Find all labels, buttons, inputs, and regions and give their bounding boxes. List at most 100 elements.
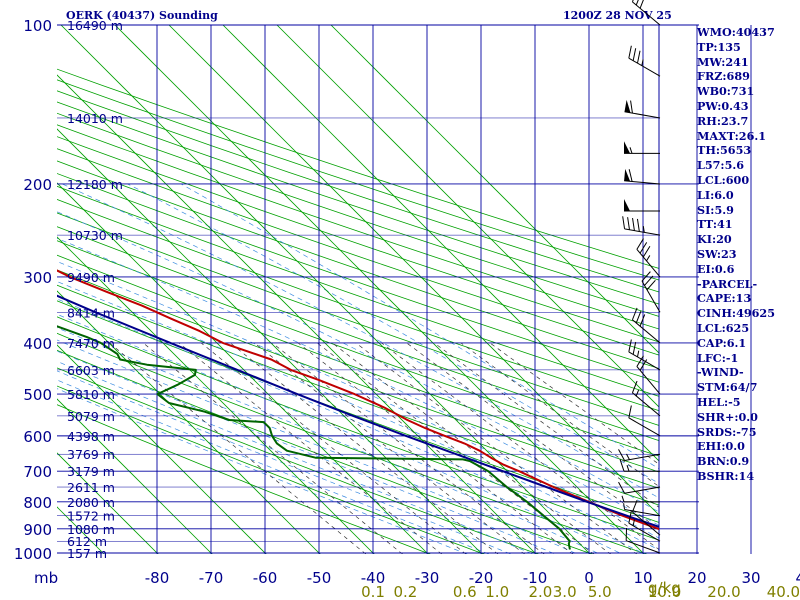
sounding-index: BSHR:14: [697, 468, 755, 483]
wind-barb: [618, 449, 661, 461]
isotherm: [276, 25, 659, 408]
dry-adiabat: [57, 284, 659, 506]
mixing-ratio-line: [381, 342, 659, 550]
moist-adiabat: [57, 327, 601, 554]
sounding-index: CAPE:13: [697, 291, 752, 306]
mixing-ratio-line: [200, 342, 467, 554]
temperature-tick-label: -70: [199, 569, 224, 587]
dry-adiabat: [57, 300, 659, 523]
dry-adiabat: [57, 385, 485, 554]
mixing-ratio-label: 10.0: [648, 583, 681, 600]
wind-barb: [618, 481, 661, 494]
temperature-profile-line: [57, 269, 659, 531]
mixing-ratio-label: 3.0: [553, 583, 577, 600]
pressure-tick-label: 900: [23, 521, 52, 539]
sounding-index: RH:23.7: [697, 113, 749, 128]
mixing-ratio-line: [297, 342, 574, 554]
dry-adiabat: [57, 160, 659, 369]
dry-adiabat: [57, 148, 659, 356]
sounding-index: MW:241: [697, 54, 749, 69]
wind-barb: [624, 168, 661, 185]
sounding-index: CAP:6.1: [697, 335, 747, 350]
pressure-tick-label: 600: [23, 428, 52, 446]
wind-barb: [622, 216, 661, 236]
mixing-ratio-label: 20.0: [707, 583, 740, 600]
wind-barbs: [618, 0, 661, 554]
isotherm: [57, 344, 267, 554]
temperature-tick-label: 30: [741, 569, 760, 587]
isotherm: [60, 25, 591, 554]
mixing-ratio-line: [254, 342, 525, 554]
mixing-ratio-label: 1.0: [485, 583, 509, 600]
height-label: 1572 m: [67, 509, 115, 524]
temperature-tick-label: -80: [145, 569, 170, 587]
temperature-tick-labels: -80 -70 -60 -50 -40 -30 -20 -10 0 10 20 30 40: [145, 569, 800, 587]
temperature-tick-label: 20: [687, 569, 706, 587]
mixing-ratio-label: 2.0: [528, 583, 552, 600]
wind-barb: [631, 0, 661, 26]
height-label: 8414 m: [67, 305, 115, 320]
isotherm: [57, 452, 159, 554]
moist-adiabat: [57, 211, 659, 513]
dry-adiabat: [57, 254, 659, 473]
dry-adiabat: [57, 404, 431, 554]
height-label: 6603 m: [67, 363, 115, 378]
isotherm: [57, 236, 375, 554]
vertical-gridlines: [156, 25, 752, 554]
moist-adiabat: [180, 183, 659, 470]
height-label: 2611 m: [67, 480, 115, 495]
sounding-index: CINH:49625: [697, 306, 775, 321]
sounding-index: SI:5.9: [697, 202, 734, 217]
sounding-index: SW:23: [697, 246, 737, 261]
sounding-index: EHI:0.0: [697, 439, 745, 454]
dry-adiabat: [57, 136, 659, 343]
mixing-ratio-line: [109, 342, 367, 554]
dry-adiabat: [57, 173, 659, 383]
sounding-index: HEL:-5: [697, 394, 741, 409]
mixing-ratio-label: 0.2: [393, 583, 417, 600]
dry-adiabat: [57, 332, 648, 554]
height-label: 10730 m: [67, 228, 123, 243]
pressure-tick-label: 300: [23, 269, 52, 287]
temperature-tick-label: 0: [584, 569, 594, 587]
sounding-index: L57:5.6: [697, 158, 745, 173]
sounding-index: PW:0.43: [697, 98, 749, 113]
dry-adiabat: [57, 316, 659, 541]
dry-adiabat: [57, 112, 659, 317]
sounding-index: MAXT:26.1: [697, 128, 767, 143]
sounding-index: WMO:40437: [697, 25, 775, 39]
sounding-index: -WIND-: [697, 365, 744, 380]
moist-adiabat: [57, 298, 646, 554]
isotherm: [57, 128, 483, 554]
mixing-ratio-labels: 0.1 0.2 0.6 1.0 2.0 3.0 5.0 10.0 20.0 40.0: [361, 583, 800, 600]
isotherm: [57, 74, 537, 554]
mixing-ratio-label: 0.1: [361, 583, 385, 600]
dry-adiabat: [57, 124, 659, 330]
sounding-index: EI:0.6: [697, 261, 735, 276]
height-label: 3179 m: [67, 464, 115, 479]
dry-adiabat: [57, 212, 659, 426]
mixing-ratio-label: 0.6: [453, 583, 477, 600]
sounding-index: SHR+:0.0: [697, 409, 758, 424]
moist-adiabat: [57, 281, 659, 551]
mixing-ratio-line: [406, 342, 659, 530]
height-labels: 16490 m 14010 m 12180 m 10730 m 9490 m 8414 m…: [67, 18, 123, 561]
pressure-tick-label: 700: [23, 463, 52, 481]
height-label: 9490 m: [67, 270, 115, 285]
wind-barb: [628, 45, 661, 77]
sounding-index: STM:64/7: [697, 380, 758, 395]
height-label: 2080 m: [67, 495, 115, 510]
skewed-isotherms: [57, 25, 659, 554]
temperature-tick-label: -60: [253, 569, 278, 587]
temperature-tick-label: -10: [523, 569, 548, 587]
wind-barb: [624, 99, 661, 119]
pressure-tick-label: 800: [23, 494, 52, 512]
dry-adiabat: [57, 226, 659, 441]
mixing-ratio-lines: [109, 342, 659, 554]
temperature-tick-label: 10: [633, 569, 652, 587]
isotherm: [168, 25, 659, 516]
pressure-tick-label: 200: [23, 176, 52, 194]
pressure-tick-label: 1000: [14, 545, 52, 563]
pressure-tick-label: 400: [23, 335, 52, 353]
height-label: 14010 m: [67, 111, 123, 126]
